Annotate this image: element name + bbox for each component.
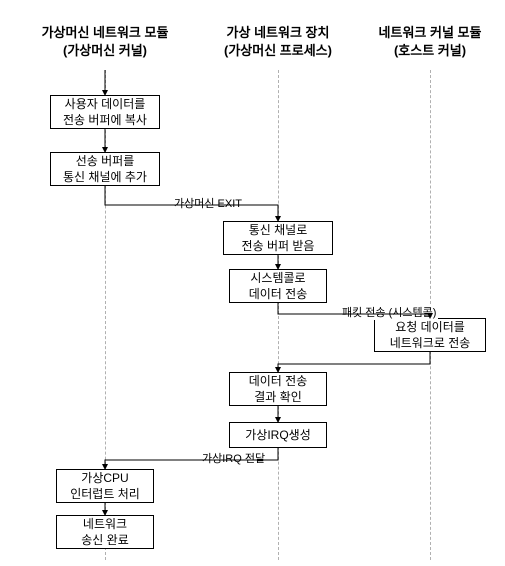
edge-label: 가상머신 EXIT <box>172 195 244 211</box>
flow-node: 사용자 데이터를 전송 버퍼에 복사 <box>50 95 160 129</box>
flow-edge <box>278 352 430 372</box>
flow-node: 시스템콜로 데이터 전송 <box>229 269 327 303</box>
flow-node: 요청 데이터를 네트워크로 전송 <box>374 318 486 352</box>
column-header: 가상머신 네트워크 모듈 (가상머신 커널) <box>25 24 185 60</box>
flow-node: 가상IRQ생성 <box>229 422 327 448</box>
column-header: 네트워크 커널 모듈 (호스트 커널) <box>350 24 505 60</box>
flow-node: 선송 버퍼를 통신 채널에 추가 <box>50 152 160 186</box>
column-header: 가상 네트워크 장치 (가상머신 프로세스) <box>198 24 358 60</box>
flow-node: 통신 채널로 전송 버퍼 받음 <box>223 221 333 255</box>
lifeline <box>278 70 279 560</box>
flow-node: 데이터 전송 결과 확인 <box>229 372 327 406</box>
flow-node: 네트워크 송신 완료 <box>56 515 154 549</box>
flow-node: 가상CPU 인터럽트 처리 <box>56 469 154 503</box>
edge-label: 가상IRQ 전달 <box>200 450 267 466</box>
edge-label: 패킷 전송 (시스템콜) <box>340 304 438 320</box>
